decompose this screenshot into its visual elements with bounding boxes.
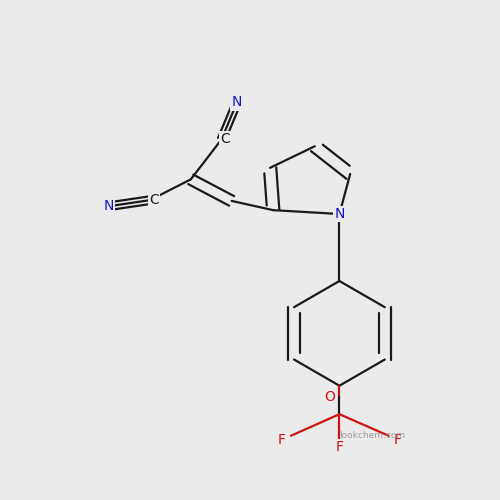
Text: C: C — [149, 193, 158, 207]
Text: N: N — [232, 96, 242, 110]
Text: N: N — [334, 207, 344, 221]
Text: N: N — [103, 200, 114, 213]
Text: lookchem.com: lookchem.com — [338, 432, 405, 440]
Text: F: F — [336, 440, 344, 454]
Text: F: F — [394, 432, 402, 446]
Text: O: O — [324, 390, 336, 404]
Text: C: C — [220, 132, 230, 146]
Text: F: F — [278, 432, 285, 446]
